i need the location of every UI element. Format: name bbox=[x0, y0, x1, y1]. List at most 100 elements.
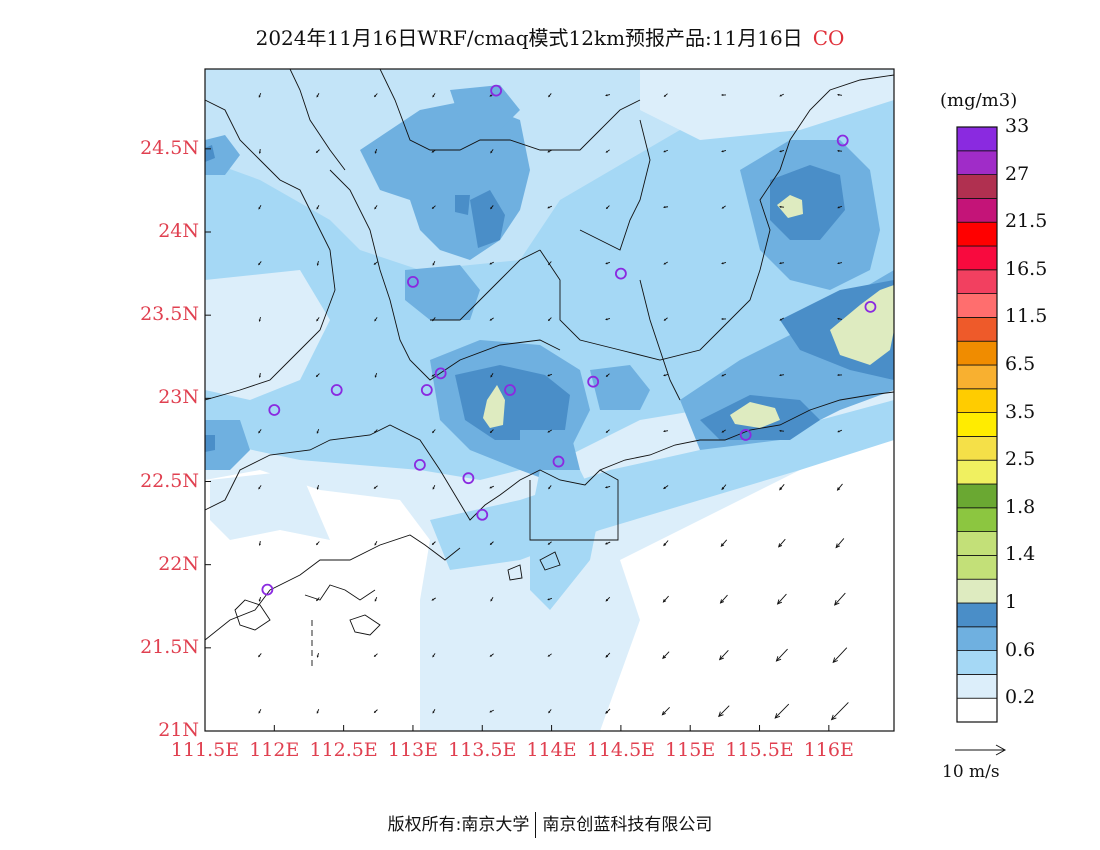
lat-label: 23.5N bbox=[140, 303, 199, 326]
station-marker bbox=[420, 384, 433, 396]
wind-arrow-head bbox=[778, 543, 783, 548]
wind-arrow-head bbox=[833, 600, 840, 606]
copyright-left: 版权所有:南京大学 bbox=[387, 815, 530, 835]
wind-arrow-head bbox=[548, 711, 551, 714]
wind-arrow-head bbox=[316, 711, 319, 714]
wind-arrow bbox=[662, 651, 670, 659]
colorbar-bin bbox=[956, 174, 998, 199]
colorbar-label: 0.2 bbox=[1005, 686, 1036, 709]
wind-arrow-head bbox=[489, 542, 493, 546]
colorbar-label: 0.6 bbox=[1005, 638, 1036, 661]
station-marker bbox=[476, 508, 489, 521]
wind-arrow-head bbox=[663, 262, 666, 265]
station-marker bbox=[836, 134, 849, 147]
wind-arrow-head bbox=[837, 206, 840, 209]
lat-label: 21N bbox=[158, 719, 199, 741]
lon-label: 113.5E bbox=[448, 739, 517, 761]
wind-arrow-head bbox=[663, 430, 666, 433]
species-label: CO bbox=[812, 26, 845, 50]
wind-arrow-head bbox=[374, 151, 377, 154]
wind-arrow-head bbox=[721, 262, 724, 265]
wind-arrow-head bbox=[662, 206, 666, 209]
wind-arrow-head bbox=[547, 374, 550, 377]
colorbar-bin bbox=[956, 245, 998, 271]
wind-arrow-head bbox=[315, 543, 319, 546]
wind-arrow-head bbox=[548, 487, 551, 490]
wind-arrow-head bbox=[604, 542, 608, 545]
wind-arrow-head bbox=[258, 151, 261, 155]
wind-arrow-head bbox=[605, 655, 609, 658]
wind-arrow-head bbox=[432, 711, 435, 714]
lat-label: 24.5N bbox=[140, 136, 199, 159]
station-marker bbox=[864, 300, 877, 313]
wind-arrow-head bbox=[489, 94, 492, 97]
colorbar-unit: (mg/m3) bbox=[940, 90, 1018, 111]
station-marker bbox=[407, 276, 419, 288]
wind-arrow-head bbox=[373, 486, 376, 489]
colorbar-label: 1 bbox=[1005, 591, 1018, 613]
wind-arrow-head bbox=[374, 207, 377, 210]
wind-arrow-head bbox=[258, 319, 261, 322]
station-marker bbox=[413, 458, 426, 471]
wind-arrow-head bbox=[776, 599, 783, 605]
wind-arrow bbox=[777, 593, 787, 605]
wind-arrow bbox=[835, 538, 845, 548]
wind-arrow-head bbox=[721, 150, 724, 153]
wind-arrow-head bbox=[315, 150, 319, 154]
wind-arrow-head bbox=[720, 543, 725, 547]
wind-arrow-head bbox=[431, 598, 434, 601]
wind-arrow-head bbox=[258, 599, 261, 602]
wind-arrow-head bbox=[605, 599, 609, 602]
wind-arrow-head bbox=[779, 374, 782, 377]
wind-arrow bbox=[720, 539, 728, 547]
wind-arrow bbox=[662, 706, 670, 716]
wind-arrow bbox=[718, 705, 730, 717]
lon-label: 112.5E bbox=[309, 739, 378, 761]
wind-arrow-head bbox=[315, 374, 319, 378]
wind-arrow-head bbox=[779, 262, 782, 265]
lat-ticks bbox=[205, 148, 211, 732]
wind-arrow-head bbox=[663, 94, 666, 97]
colorbar-bin bbox=[956, 150, 998, 176]
lon-label: 112E bbox=[249, 739, 300, 761]
wind-arrow-head bbox=[489, 654, 492, 657]
wind-arrow-head bbox=[774, 713, 781, 719]
wind-arrow-head bbox=[719, 599, 725, 604]
wind-reference-arrow bbox=[955, 744, 1007, 756]
colorbar-label: 2.5 bbox=[1005, 448, 1036, 471]
wind-arrow bbox=[778, 538, 786, 548]
wind-arrow-head bbox=[490, 151, 493, 154]
wind-arrow-head bbox=[489, 430, 493, 434]
lon-label: 114.5E bbox=[586, 739, 656, 761]
colorbar-bin bbox=[956, 435, 998, 461]
wind-arrow-head bbox=[490, 207, 493, 210]
wind-arrow-head bbox=[374, 319, 377, 322]
wind-arrow-head bbox=[316, 599, 319, 602]
wind-arrow-head bbox=[316, 95, 319, 98]
wind-arrow bbox=[832, 647, 848, 663]
lon-ticks bbox=[204, 725, 830, 731]
colorbar-bin bbox=[956, 578, 998, 604]
station-marker bbox=[268, 404, 281, 416]
colorbar-label: 33 bbox=[1005, 115, 1030, 137]
wind-arrow-head bbox=[720, 94, 724, 97]
wind-arrow-head bbox=[374, 431, 377, 434]
wind-arrow-head bbox=[836, 487, 841, 491]
wind-arrow-head bbox=[432, 431, 435, 434]
concentration-field bbox=[205, 69, 894, 731]
wind-arrow-head bbox=[721, 430, 724, 433]
wind-arrow bbox=[663, 595, 669, 603]
colorbar-label: 3.5 bbox=[1005, 400, 1036, 423]
station-marker bbox=[614, 267, 627, 280]
colorbar-bin bbox=[956, 507, 998, 532]
wind-arrow-head bbox=[258, 655, 261, 658]
wind-arrow bbox=[834, 592, 846, 606]
colorbar-bin bbox=[956, 221, 998, 247]
wind-arrow-head bbox=[489, 486, 492, 489]
wind-arrow-head bbox=[779, 318, 782, 321]
wind-arrow-head bbox=[662, 599, 667, 603]
wind-arrow-head bbox=[720, 318, 724, 321]
colorbar-bin bbox=[956, 697, 998, 723]
wind-arrow-head bbox=[718, 655, 724, 661]
